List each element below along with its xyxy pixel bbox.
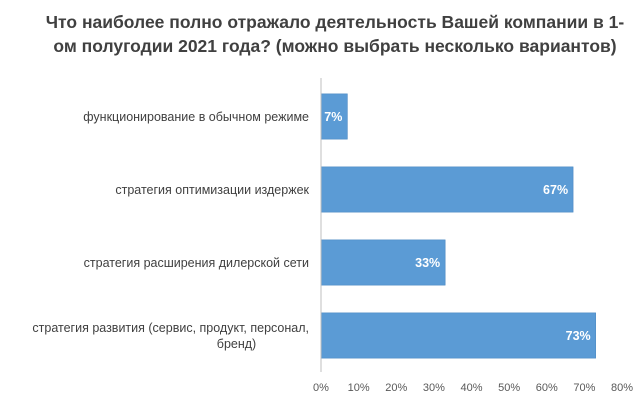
x-tick-label-3: 30% (423, 382, 445, 394)
category-label-0: функционирование в обычном режиме (83, 110, 309, 124)
category-label-1: стратегия оптимизации издержек (115, 183, 309, 197)
category-label-3: стратегия развития (сервис, продукт, пер… (32, 321, 309, 351)
chart-title: Что наиболее полно отражало деятельность… (45, 12, 625, 56)
bar-1 (320, 166, 574, 213)
data-label-2: 33% (415, 256, 440, 270)
x-tick-label-4: 40% (460, 382, 482, 394)
data-label-0: 7% (324, 110, 342, 124)
bar-2 (320, 239, 446, 286)
x-tick-label-7: 70% (573, 382, 595, 394)
x-tick-label-5: 50% (498, 382, 520, 394)
x-tick-label-2: 20% (385, 382, 407, 394)
x-tick-label-6: 60% (536, 382, 558, 394)
x-tick-label-1: 10% (348, 382, 370, 394)
labels-layer: 7% функционирование в обычном режиме 67% ст… (32, 110, 590, 351)
x-tick-label-0: 0% (313, 382, 329, 394)
axis-layer: 0% 10% 20% 30% 40% 50% 60% 70% 80% (313, 78, 633, 394)
x-tick-label-8: 80% (611, 382, 633, 394)
data-label-3: 73% (566, 329, 591, 343)
bars-layer (320, 93, 596, 359)
bar-3 (320, 312, 596, 359)
category-label-2: стратегия расширения дилерской сети (84, 256, 309, 270)
data-label-1: 67% (543, 183, 568, 197)
